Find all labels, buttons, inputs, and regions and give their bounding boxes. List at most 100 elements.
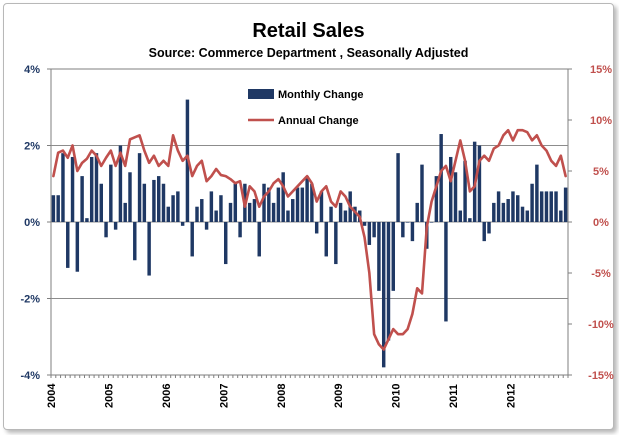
bar (123, 202, 127, 223)
x-tick-label: 2007 (218, 384, 230, 408)
bar (429, 222, 434, 223)
bar (381, 222, 386, 368)
bar (99, 183, 103, 222)
bar (271, 202, 276, 223)
bar (329, 206, 333, 222)
right-tick-label: -15% (588, 370, 614, 382)
bar (420, 164, 424, 223)
bar (75, 222, 80, 272)
bar (386, 222, 391, 341)
bar (80, 176, 84, 222)
bar (180, 222, 185, 226)
bar (85, 218, 89, 222)
bar (118, 145, 123, 222)
right-axis-ticks: -15% -10% -5% 0% 5% 10% 15% (568, 64, 614, 382)
bar (410, 222, 415, 242)
legend-swatch-monthly-change (248, 89, 274, 99)
right-tick-label: 10% (590, 115, 612, 127)
bar (195, 206, 199, 222)
bar (166, 206, 171, 222)
bar (516, 195, 520, 222)
left-tick-label: -2% (20, 294, 40, 306)
bar (377, 222, 381, 291)
x-tick-label: 2012 (506, 384, 518, 408)
annual-change-line-group (52, 128, 567, 351)
bar (401, 222, 405, 238)
bar (133, 222, 137, 261)
bar (319, 191, 324, 222)
bar (453, 172, 458, 222)
bar (415, 202, 419, 223)
bar (362, 222, 367, 226)
bar (61, 153, 65, 222)
bar (353, 206, 357, 222)
legend-label-annual-change: Annual Change (278, 115, 359, 127)
bar (257, 222, 261, 257)
bar (233, 183, 238, 222)
bar (70, 156, 75, 222)
bar (391, 222, 395, 291)
left-axis-ticks: -4% -2% 0% 2% 4% (20, 64, 51, 382)
bar (458, 210, 463, 222)
bar (506, 199, 510, 222)
bar (209, 191, 214, 222)
bar (281, 172, 285, 222)
bar (305, 176, 309, 222)
bar (156, 176, 161, 222)
bar (219, 195, 223, 222)
bar (89, 156, 94, 222)
bar (434, 176, 439, 222)
bar (549, 191, 553, 222)
left-tick-label: 4% (24, 64, 40, 76)
bar (204, 222, 209, 230)
bar (147, 222, 151, 276)
bar (152, 179, 156, 222)
bar (439, 134, 443, 222)
left-tick-label: 0% (24, 217, 40, 229)
bar (104, 222, 108, 238)
bar (535, 164, 539, 223)
bar (291, 199, 295, 222)
left-tick-label: 2% (24, 141, 40, 153)
bar (367, 222, 372, 245)
right-tick-label: -10% (588, 319, 614, 331)
bar (314, 222, 319, 234)
bar (200, 199, 204, 222)
x-tick-label: 2009 (333, 384, 345, 408)
bar (530, 183, 534, 222)
bar (525, 210, 530, 222)
bar (324, 222, 328, 257)
bar (190, 222, 194, 257)
bar (405, 222, 410, 223)
chart-subtitle: Source: Commerce Department , Seasonally… (148, 46, 469, 60)
bar (563, 187, 568, 222)
bar (94, 153, 99, 222)
bar (286, 210, 290, 222)
bar (66, 222, 70, 268)
right-tick-label: 15% (590, 64, 612, 76)
bar (137, 153, 142, 222)
bar (262, 183, 266, 222)
bar (396, 153, 400, 222)
bar (492, 202, 496, 223)
gridlines (51, 145, 568, 299)
bar (300, 187, 305, 222)
bar (267, 187, 271, 222)
x-tick-label: 2010 (391, 384, 403, 408)
bar (142, 183, 147, 222)
bar (468, 218, 472, 222)
bar (128, 172, 132, 222)
left-tick-label: -4% (20, 370, 40, 382)
chart-title: Retail Sales (252, 20, 365, 42)
bar (334, 222, 338, 265)
legend-label-monthly-change: Monthly Change (278, 89, 364, 101)
bar (554, 191, 558, 222)
x-axis-ticks: 2004 2005 2006 2007 2008 2009 2010 2011 2012 (46, 375, 569, 408)
bar (171, 195, 175, 222)
bar (482, 222, 486, 242)
bar (161, 183, 166, 222)
bar (56, 195, 60, 222)
bar (444, 222, 448, 322)
bar (559, 210, 563, 222)
bar (214, 210, 218, 222)
